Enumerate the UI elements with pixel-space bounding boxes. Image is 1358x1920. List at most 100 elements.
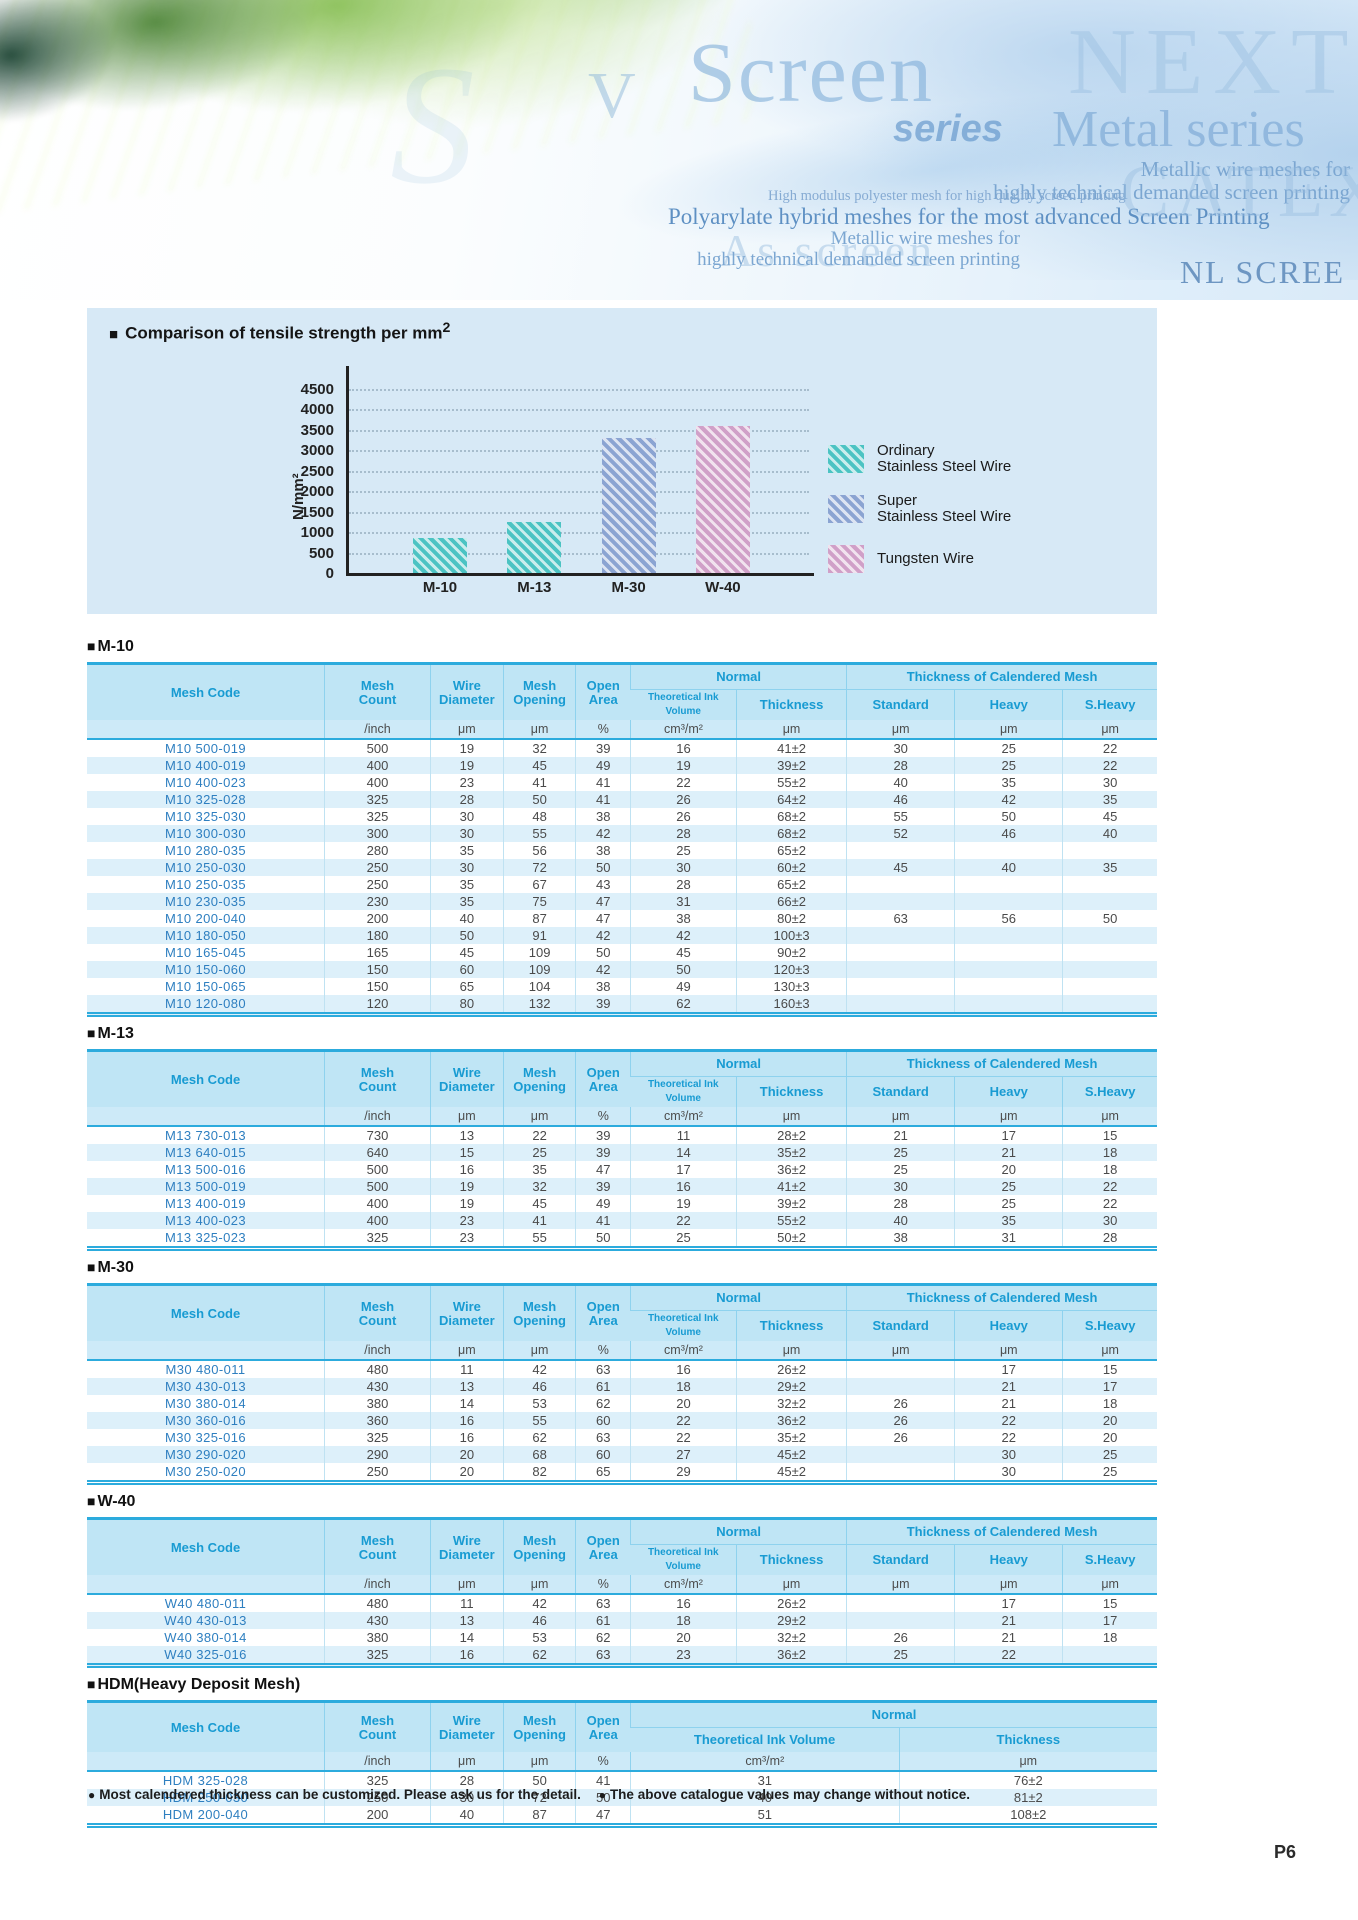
units-row: /inch μm μm% cm³/m² μm μm μm μm: [87, 1107, 1157, 1127]
value-cell: 62: [575, 1629, 631, 1646]
value-cell: [846, 842, 955, 859]
units-row: /inch μm μm% cm³/m² μm: [87, 1752, 1157, 1772]
unit-cell: [87, 720, 325, 740]
watermark-nl-screen: NL SCREE: [1180, 254, 1346, 290]
column-header-mesh-opening: Mesh Opening: [502, 663, 576, 720]
x-tick-label: M-13: [517, 579, 552, 596]
group-header-normal: Normal: [630, 1284, 847, 1311]
column-header-mesh-code: Mesh Code: [87, 1284, 325, 1341]
column-header-line: Mesh: [522, 677, 557, 693]
legend-swatch: [828, 545, 864, 573]
value-cell: 41: [575, 774, 631, 791]
value-cell: 42: [502, 1360, 576, 1378]
value-cell: 35: [429, 876, 504, 893]
value-cell: 25: [954, 739, 1063, 757]
value-cell: 30: [429, 808, 504, 825]
table-row: M10 150-065 150 65 104 38 49 130±3: [87, 978, 1157, 995]
value-cell: 40: [846, 774, 955, 791]
legend-label-line: Ordinary: [877, 442, 935, 459]
value-cell: 29: [630, 1463, 737, 1483]
value-cell: [846, 1594, 955, 1612]
value-cell: 130±3: [735, 978, 847, 995]
column-header-s-heavy: S.Heavy: [1062, 1076, 1157, 1107]
table-row: M10 400-019 400 19 45 49 19 39±2 28 25 22: [87, 757, 1157, 774]
value-cell: 22: [1062, 757, 1157, 774]
watermark-metal-series: Metal series: [1052, 101, 1305, 158]
value-cell: 45: [630, 944, 737, 961]
value-cell: 50±2: [735, 1229, 847, 1249]
column-header-mesh-count: Mesh Count: [324, 663, 431, 720]
column-header-standard: Standard: [846, 1544, 955, 1575]
column-header-line: Opening: [513, 691, 566, 707]
y-tick-label: 2500: [300, 462, 334, 480]
value-cell: 16: [429, 1646, 504, 1666]
mesh-code-cell: M30 430-013: [165, 1379, 247, 1394]
column-header-wire-diameter: Wire Diameter: [429, 1050, 504, 1107]
column-header-line: Thickness: [759, 1084, 824, 1099]
value-cell: 11: [630, 1126, 737, 1144]
value-cell: 50: [954, 808, 1063, 825]
column-header-line: S.Heavy: [1084, 1552, 1136, 1567]
value-cell: 18: [1062, 1629, 1157, 1646]
unit-cell: μm: [502, 1341, 576, 1361]
mesh-code-cell: M30 360-016: [165, 1413, 247, 1428]
column-header-line: Theoretical Ink Volume: [693, 1732, 836, 1747]
value-cell: 22: [1062, 1195, 1157, 1212]
value-cell: 11: [429, 1594, 504, 1612]
value-cell: 480: [324, 1594, 431, 1612]
value-cell: 13: [429, 1126, 504, 1144]
value-cell: 30: [429, 859, 504, 876]
value-cell: 21: [954, 1612, 1063, 1629]
value-cell: 25: [954, 1195, 1063, 1212]
unit-cell: /inch: [324, 1107, 431, 1127]
value-cell: 28: [630, 876, 737, 893]
watermark-catex: CATEX: [1120, 151, 1358, 233]
value-cell: 32: [502, 1178, 576, 1195]
column-header-line: Open: [586, 1712, 620, 1728]
unit-cell: [87, 1107, 325, 1127]
value-cell: 47: [575, 910, 631, 927]
value-cell: 35: [954, 774, 1063, 791]
value-cell: 360: [324, 1412, 431, 1429]
value-cell: 50: [502, 1771, 576, 1789]
table-row: W40 480-011 480 11 42 63 16 26±2 17 15: [87, 1594, 1157, 1612]
column-header-line: Open: [586, 1532, 620, 1548]
value-cell: 32±2: [735, 1629, 847, 1646]
value-cell: 42: [575, 927, 631, 944]
legend-label-line: Stainless Steel Wire: [877, 458, 1012, 475]
unit-cell: μm: [502, 1752, 576, 1772]
unit-cell: %: [575, 1752, 631, 1772]
column-header-mesh-code: Mesh Code: [87, 1701, 325, 1752]
column-header-open-area: Open Area: [575, 1284, 631, 1341]
value-cell: 45: [502, 757, 576, 774]
value-cell: 200: [324, 1806, 431, 1826]
value-cell: 19: [429, 757, 504, 774]
column-header-line: Opening: [513, 1546, 566, 1562]
section-w-40: ■ W-40 Mesh Code Mesh Count Wire Diameter Mesh O…: [87, 1493, 1157, 1668]
value-cell: 49: [630, 978, 737, 995]
value-cell: 11: [429, 1360, 504, 1378]
column-header-heavy: Heavy: [954, 1544, 1063, 1575]
column-header-theoretical-ink-volume: Theoretical Ink Volume: [630, 1544, 737, 1575]
unit-cell: μm: [429, 720, 504, 740]
gridline: [349, 389, 809, 391]
value-cell: 22: [502, 1126, 576, 1144]
value-cell: 32: [502, 739, 576, 757]
table-row: M10 500-019 500 19 32 39 16 41±2 30 25 22: [87, 739, 1157, 757]
value-cell: 38: [846, 1229, 955, 1249]
value-cell: [954, 927, 1063, 944]
value-cell: 35: [954, 1212, 1063, 1229]
unit-cell: μm: [735, 720, 847, 740]
value-cell: 30: [1062, 774, 1157, 791]
column-header-line: Wire: [452, 1532, 481, 1548]
value-cell: 28±2: [735, 1126, 847, 1144]
value-cell: 60: [575, 1446, 631, 1463]
section-m-10: ■ M-10 Mesh Code Mesh Count Wire Diameter Mesh O…: [87, 638, 1157, 1017]
column-header-line: Heavy: [989, 1552, 1028, 1567]
watermark-metallic-tagline-2: Metallic wire meshes for highly technica…: [697, 228, 1020, 270]
value-cell: 26: [630, 808, 737, 825]
column-header-heavy: Heavy: [954, 1310, 1063, 1341]
mesh-code-cell: M10 325-028: [165, 792, 247, 807]
y-axis-title: N/mm²: [290, 473, 307, 520]
tensile-strength-chart-panel: 0 500 1000 1500 2000 2500 3000 3500 4000 4500 N/mm…: [87, 308, 1157, 614]
